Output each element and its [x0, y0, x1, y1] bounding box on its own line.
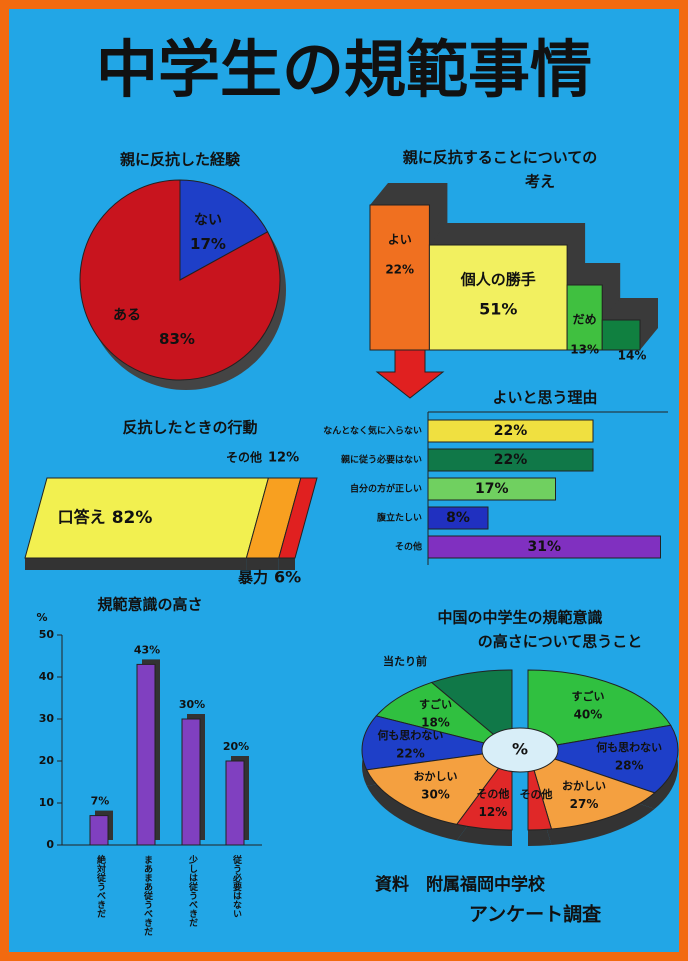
value-label: 22% [396, 746, 425, 760]
category-label: 腹立たしい [376, 512, 422, 524]
bar [429, 245, 567, 350]
bar [226, 761, 244, 845]
category-label: 親に従う必要はない [341, 454, 422, 466]
band-label: その他 [226, 450, 262, 465]
value-label: 43% [134, 643, 160, 656]
category-label: まあまあ従うべきだ [142, 855, 154, 937]
slice-label: すごい [419, 697, 452, 711]
value-label: 6% [274, 568, 301, 587]
value-label: 22% [494, 452, 528, 468]
bar [370, 205, 429, 350]
value-label: 12% [479, 805, 508, 819]
value-label: 7% [91, 795, 110, 808]
band-label: 口答え [58, 508, 106, 527]
band-depth [25, 558, 246, 570]
value-label: 22% [494, 423, 528, 439]
category-label: 絶対従うべきだ [95, 854, 107, 919]
slice-label: 何も思わない [596, 740, 662, 754]
bar [90, 816, 108, 845]
band-label: 暴力 [238, 569, 268, 587]
category-label: 自分の方が正しい [350, 483, 422, 495]
value-label: 20% [223, 740, 249, 753]
value-label: 18% [421, 716, 450, 730]
slice-label: ない [194, 213, 222, 229]
y-tick-label: 0 [46, 838, 54, 851]
y-tick-label: 50 [39, 628, 55, 641]
chart-title: 考え [525, 173, 555, 191]
slice-label: 何も思わない [377, 728, 443, 742]
bar [182, 719, 200, 845]
bar-label: だめ [573, 313, 597, 327]
value-label: 12% [268, 451, 299, 466]
chart-title: よいと思う理由 [492, 389, 597, 407]
value-label: 8% [446, 510, 470, 526]
category-label: なんとなく気に入らない [323, 425, 422, 437]
slice-label: その他 [476, 786, 509, 800]
y-tick-label: 40 [39, 670, 55, 683]
poster-title: 中学生の規範事情 [96, 33, 592, 106]
category-label: その他 [395, 541, 422, 553]
value-label: 82% [112, 508, 153, 528]
value-label: 28% [615, 758, 644, 772]
value-label: 14% [618, 349, 647, 363]
category-label: 従う必要はない [231, 854, 243, 918]
slice-label: すごい [571, 689, 604, 703]
value-label: 27% [570, 797, 599, 811]
slice-label: 当たり前 [383, 654, 427, 668]
chart-title: 中国の中学生の規範意識 [437, 609, 602, 627]
value-label: 17% [190, 235, 226, 253]
slice-label: おかしい [413, 770, 457, 783]
y-tick-label: 30 [39, 712, 55, 725]
center-label: % [512, 740, 528, 759]
source: 資料 附属福岡中学校 [375, 874, 546, 895]
value-label: 83% [159, 330, 195, 348]
chart-title: 親に反抗した経験 [120, 151, 241, 169]
bar [602, 320, 640, 350]
value-label: 22% [385, 263, 414, 277]
y-tick-label: 20 [39, 754, 55, 767]
poster: 中学生の規範事情 資料 附属福岡中学校 アンケート調査 親に反抗した経験ない 17… [0, 0, 688, 961]
chart-title: 親に反抗することについての [403, 149, 598, 167]
value-label: 31% [527, 539, 561, 555]
value-label: 51% [479, 300, 517, 319]
y-tick-label: 10 [39, 796, 55, 809]
category-label: 少しは従うべきだ [187, 854, 199, 928]
chart-title: の高さについて思うこと [478, 633, 643, 651]
bar [137, 664, 155, 845]
value-label: 30% [179, 698, 205, 711]
bar-label: よい [388, 233, 412, 247]
y-axis-label: % [36, 611, 47, 624]
slice-label: その他 [520, 787, 553, 801]
chart-title: 規範意識の高さ [97, 596, 202, 614]
value-label: 40% [574, 707, 603, 721]
chart-title: 反抗したときの行動 [122, 419, 257, 437]
value-label: 13% [570, 343, 599, 357]
slice-label: おかしい [562, 779, 606, 792]
value-label: 30% [421, 787, 450, 801]
value-label: 17% [475, 481, 509, 497]
bar-label: 個人の勝手 [460, 271, 536, 289]
slice-label: ある [113, 307, 141, 323]
source: アンケート調査 [469, 903, 602, 926]
